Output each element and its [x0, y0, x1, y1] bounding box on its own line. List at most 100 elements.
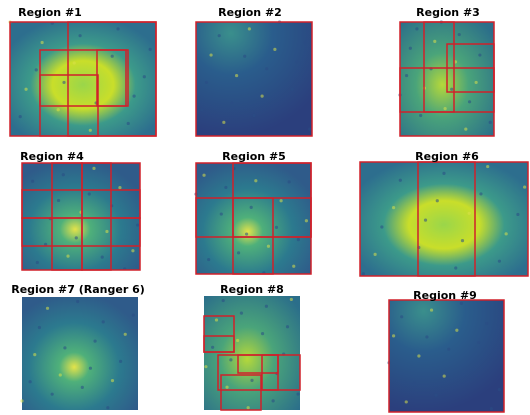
- texture-speck: [400, 315, 403, 318]
- texture-speck: [498, 388, 501, 391]
- panel-title: Region #7 (Ranger 6): [11, 283, 145, 296]
- texture-speck: [415, 27, 418, 30]
- texture-speck: [433, 40, 436, 43]
- texture-speck: [265, 305, 268, 308]
- texture-speck: [36, 261, 39, 264]
- texture-speck: [63, 346, 66, 349]
- texture-speck: [200, 108, 203, 111]
- texture-speck: [106, 406, 109, 409]
- texture-speck: [105, 230, 108, 233]
- texture-speck: [237, 251, 240, 254]
- texture-speck: [468, 212, 471, 215]
- texture-speck: [498, 260, 501, 263]
- texture-speck: [38, 326, 41, 329]
- texture-speck: [133, 95, 136, 98]
- texture-speck: [116, 27, 119, 30]
- panel-title: Region #5: [222, 150, 286, 163]
- texture-speck: [460, 302, 463, 305]
- panel-image: [196, 163, 311, 274]
- panel-image: [204, 296, 300, 410]
- texture-speck: [245, 232, 248, 235]
- texture-speck: [35, 68, 38, 71]
- texture-speck: [240, 312, 243, 315]
- panel-title: Region #4: [20, 150, 84, 163]
- texture-speck: [252, 114, 255, 117]
- texture-speck: [224, 186, 227, 189]
- texture-speck: [261, 95, 264, 98]
- texture-speck: [308, 128, 311, 131]
- texture-speck: [57, 199, 60, 202]
- texture-speck: [92, 167, 95, 170]
- texture-speck: [111, 379, 114, 382]
- texture-speck: [33, 353, 36, 356]
- texture-speck: [66, 254, 69, 257]
- panel-title: Region #6: [415, 150, 479, 163]
- texture-speck: [207, 258, 210, 261]
- texture-speck: [458, 33, 461, 36]
- texture-speck: [505, 232, 508, 235]
- texture-speck: [131, 249, 134, 252]
- texture-speck: [254, 179, 257, 182]
- texture-speck: [443, 375, 446, 378]
- texture-speck: [468, 100, 471, 103]
- panel-title: Region #2: [218, 6, 282, 19]
- texture-speck: [250, 379, 253, 382]
- texture-speck: [76, 300, 79, 303]
- texture-speck: [247, 406, 250, 409]
- texture-speck: [229, 358, 232, 361]
- texture-speck: [59, 373, 62, 376]
- texture-speck: [479, 192, 482, 195]
- panel-image: [10, 22, 156, 136]
- texture-speck: [209, 53, 212, 56]
- texture-speck: [31, 180, 34, 183]
- texture-speck: [273, 48, 276, 51]
- texture-speck: [475, 81, 478, 84]
- texture-speck: [392, 334, 395, 337]
- texture-speck: [486, 165, 489, 168]
- texture-speck: [409, 47, 412, 50]
- texture-speck: [454, 266, 457, 269]
- texture-speck: [435, 394, 438, 397]
- texture-speck: [81, 386, 84, 389]
- texture-speck: [215, 318, 218, 321]
- texture-speck: [218, 34, 221, 37]
- texture-speck: [204, 365, 207, 368]
- texture-speck: [419, 114, 422, 117]
- texture-speck: [136, 223, 139, 226]
- texture-speck: [516, 213, 519, 216]
- texture-speck: [291, 88, 294, 91]
- texture-speck: [261, 332, 264, 335]
- texture-speck: [292, 265, 295, 268]
- texture-speck: [149, 48, 152, 51]
- texture-speck: [272, 399, 275, 402]
- texture-speck: [523, 185, 526, 188]
- panel-title: Region #3: [416, 6, 480, 19]
- texture-speck: [473, 368, 476, 371]
- texture-speck: [305, 219, 308, 222]
- figure: Region #1Region #2Region #3Region #4Regi…: [0, 0, 530, 415]
- texture-speck: [222, 121, 225, 124]
- texture-speck: [41, 41, 44, 44]
- texture-speck: [380, 225, 383, 228]
- texture-speck: [442, 172, 445, 175]
- texture-speck: [464, 128, 467, 131]
- texture-speck: [490, 407, 493, 410]
- texture-speck: [424, 219, 427, 222]
- texture-speck: [143, 75, 146, 78]
- texture-speck: [62, 81, 65, 84]
- texture-speck: [78, 34, 81, 37]
- panel-title: Region #8: [220, 283, 284, 296]
- texture-speck: [275, 226, 278, 229]
- texture-speck: [296, 392, 299, 395]
- texture-speck: [51, 393, 54, 396]
- texture-speck: [211, 346, 214, 349]
- panel-image: [196, 22, 312, 136]
- texture-speck: [405, 74, 408, 77]
- texture-speck: [303, 41, 306, 44]
- texture-speck: [288, 180, 291, 183]
- texture-speck: [89, 129, 92, 132]
- texture-speck: [290, 298, 293, 301]
- texture-speck: [102, 320, 105, 323]
- texture-speck: [132, 313, 135, 316]
- texture-speck: [236, 339, 239, 342]
